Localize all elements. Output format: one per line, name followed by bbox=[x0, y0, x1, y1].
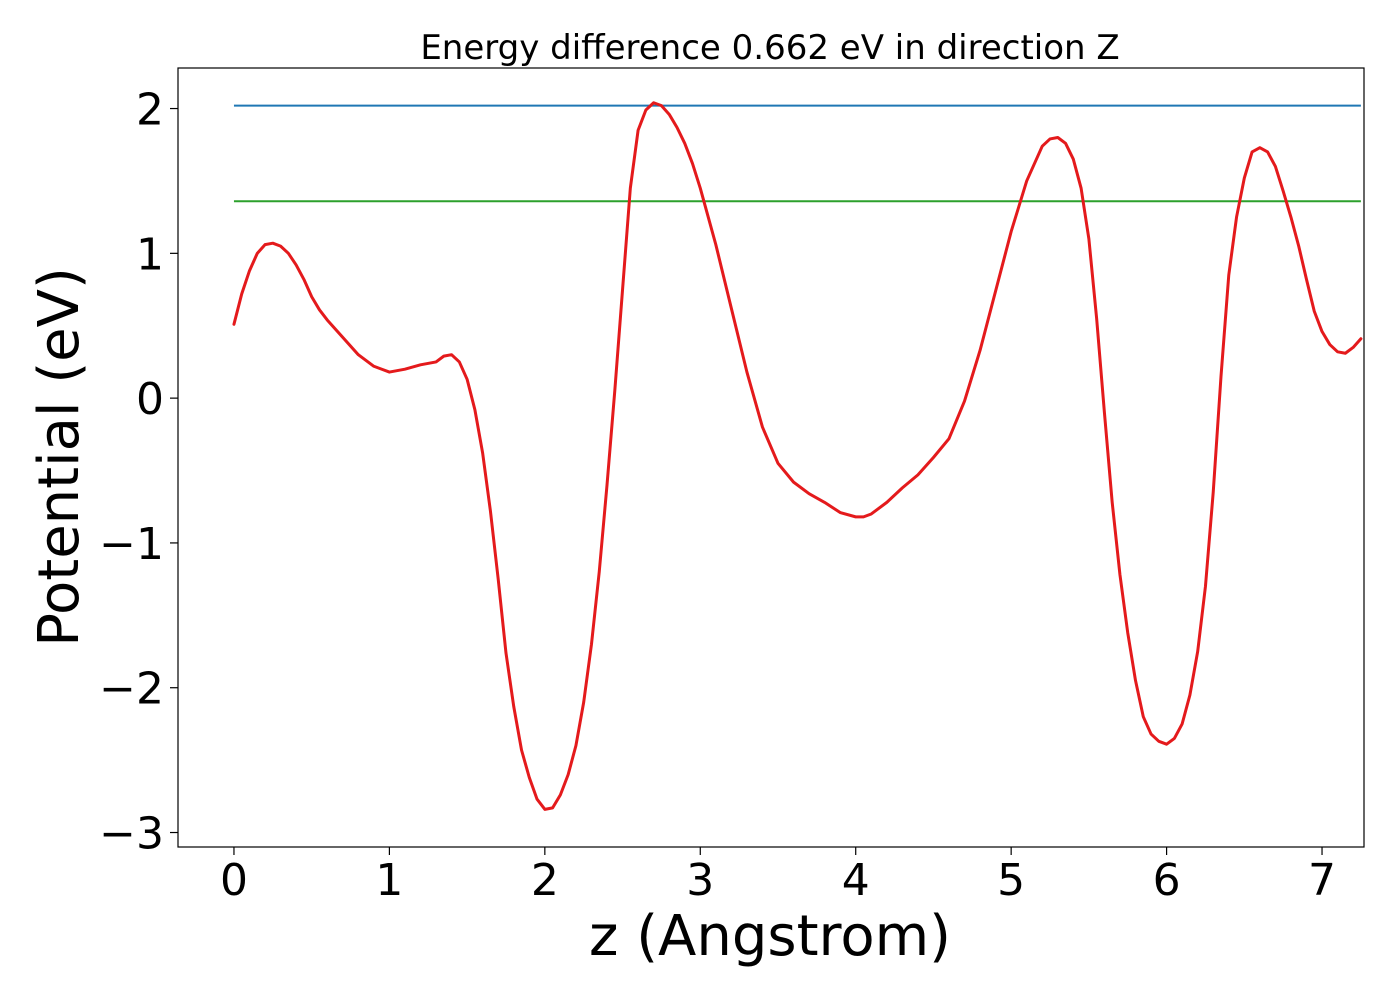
plot-frame bbox=[177, 67, 1365, 848]
chart-title: Energy difference 0.662 eV in direction … bbox=[420, 28, 1119, 68]
x-tick-label: 3 bbox=[686, 855, 714, 906]
x-tick-label: 0 bbox=[220, 855, 248, 906]
y-axis-ticks: −3 −2 −1 0 1 2 bbox=[99, 85, 178, 860]
y-tick-label: 2 bbox=[136, 85, 164, 136]
potential-series-line bbox=[232, 101, 1363, 811]
plot-area bbox=[232, 101, 1363, 811]
x-tick-label: 1 bbox=[375, 855, 403, 906]
y-tick-label: 0 bbox=[136, 374, 164, 425]
x-axis-label: z (Angstrom) bbox=[589, 904, 951, 969]
y-tick-label: −1 bbox=[99, 519, 164, 570]
x-tick-label: 7 bbox=[1308, 855, 1336, 906]
x-tick-label: 6 bbox=[1153, 855, 1181, 906]
x-tick-label: 2 bbox=[531, 855, 559, 906]
y-tick-label: −2 bbox=[99, 664, 164, 715]
y-tick-label: 1 bbox=[136, 229, 164, 280]
x-tick-label: 4 bbox=[842, 855, 870, 906]
y-axis-label: Potential (eV) bbox=[27, 267, 92, 647]
x-tick-label: 5 bbox=[997, 855, 1025, 906]
y-tick-label: −3 bbox=[99, 809, 164, 860]
x-axis-ticks: 0 1 2 3 4 5 6 7 bbox=[220, 847, 1336, 906]
